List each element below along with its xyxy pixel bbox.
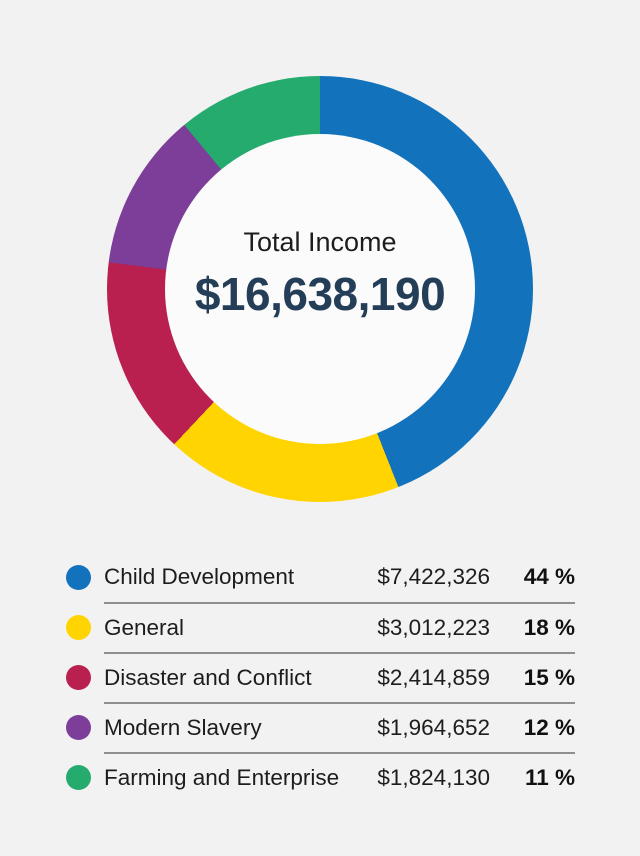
legend-dot-icon bbox=[66, 564, 91, 590]
legend-percent: 12 % bbox=[523, 715, 575, 740]
legend-row-inner: Modern Slavery $1,964,652 12 % bbox=[104, 702, 575, 752]
legend-value: $1,964,652 bbox=[377, 715, 490, 740]
legend: Child Development $7,422,326 44 % Genera… bbox=[66, 552, 575, 802]
legend-percent: 18 % bbox=[523, 615, 575, 640]
legend-percent: 44 % bbox=[523, 564, 575, 589]
legend-row-inner: Child Development $7,422,326 44 % bbox=[104, 552, 575, 602]
legend-row-general: General $3,012,223 18 % bbox=[66, 602, 575, 652]
legend-row-disaster-and-conflict: Disaster and Conflict $2,414,859 15 % bbox=[66, 652, 575, 702]
legend-dot-icon bbox=[66, 614, 91, 640]
total-income-value: $16,638,190 bbox=[194, 267, 446, 320]
legend-label: Child Development bbox=[104, 564, 295, 589]
legend-dot-icon bbox=[66, 764, 91, 790]
legend-row-inner: General $3,012,223 18 % bbox=[104, 602, 575, 652]
legend-row-child-development: Child Development $7,422,326 44 % bbox=[66, 552, 575, 602]
legend-label: General bbox=[104, 615, 185, 640]
legend-percent: 11 % bbox=[524, 765, 575, 790]
donut-chart-hole: Total Income $16,638,190 bbox=[165, 134, 475, 444]
chart-title: Total Income bbox=[243, 226, 397, 257]
legend-value: $7,422,326 bbox=[377, 564, 490, 589]
legend-percent: 15 % bbox=[523, 665, 575, 690]
legend-row-modern-slavery: Modern Slavery $1,964,652 12 % bbox=[66, 702, 575, 752]
legend-row-farming-and-enterprise: Farming and Enterprise $1,824,130 11 % bbox=[66, 752, 575, 802]
legend-value: $2,414,859 bbox=[377, 665, 490, 690]
legend-row-inner: Disaster and Conflict $2,414,859 15 % bbox=[104, 652, 575, 702]
legend-label: Modern Slavery bbox=[104, 715, 262, 740]
legend-value: $1,824,130 bbox=[377, 765, 490, 790]
legend-row-inner: Farming and Enterprise $1,824,130 11 % bbox=[104, 752, 575, 802]
legend-dot-icon bbox=[66, 664, 91, 690]
legend-label: Farming and Enterprise bbox=[104, 765, 340, 790]
legend-dot-icon bbox=[66, 714, 91, 740]
legend-label: Disaster and Conflict bbox=[104, 665, 312, 690]
legend-value: $3,012,223 bbox=[377, 615, 490, 640]
donut-center-text: Total Income $16,638,190 bbox=[194, 225, 446, 320]
